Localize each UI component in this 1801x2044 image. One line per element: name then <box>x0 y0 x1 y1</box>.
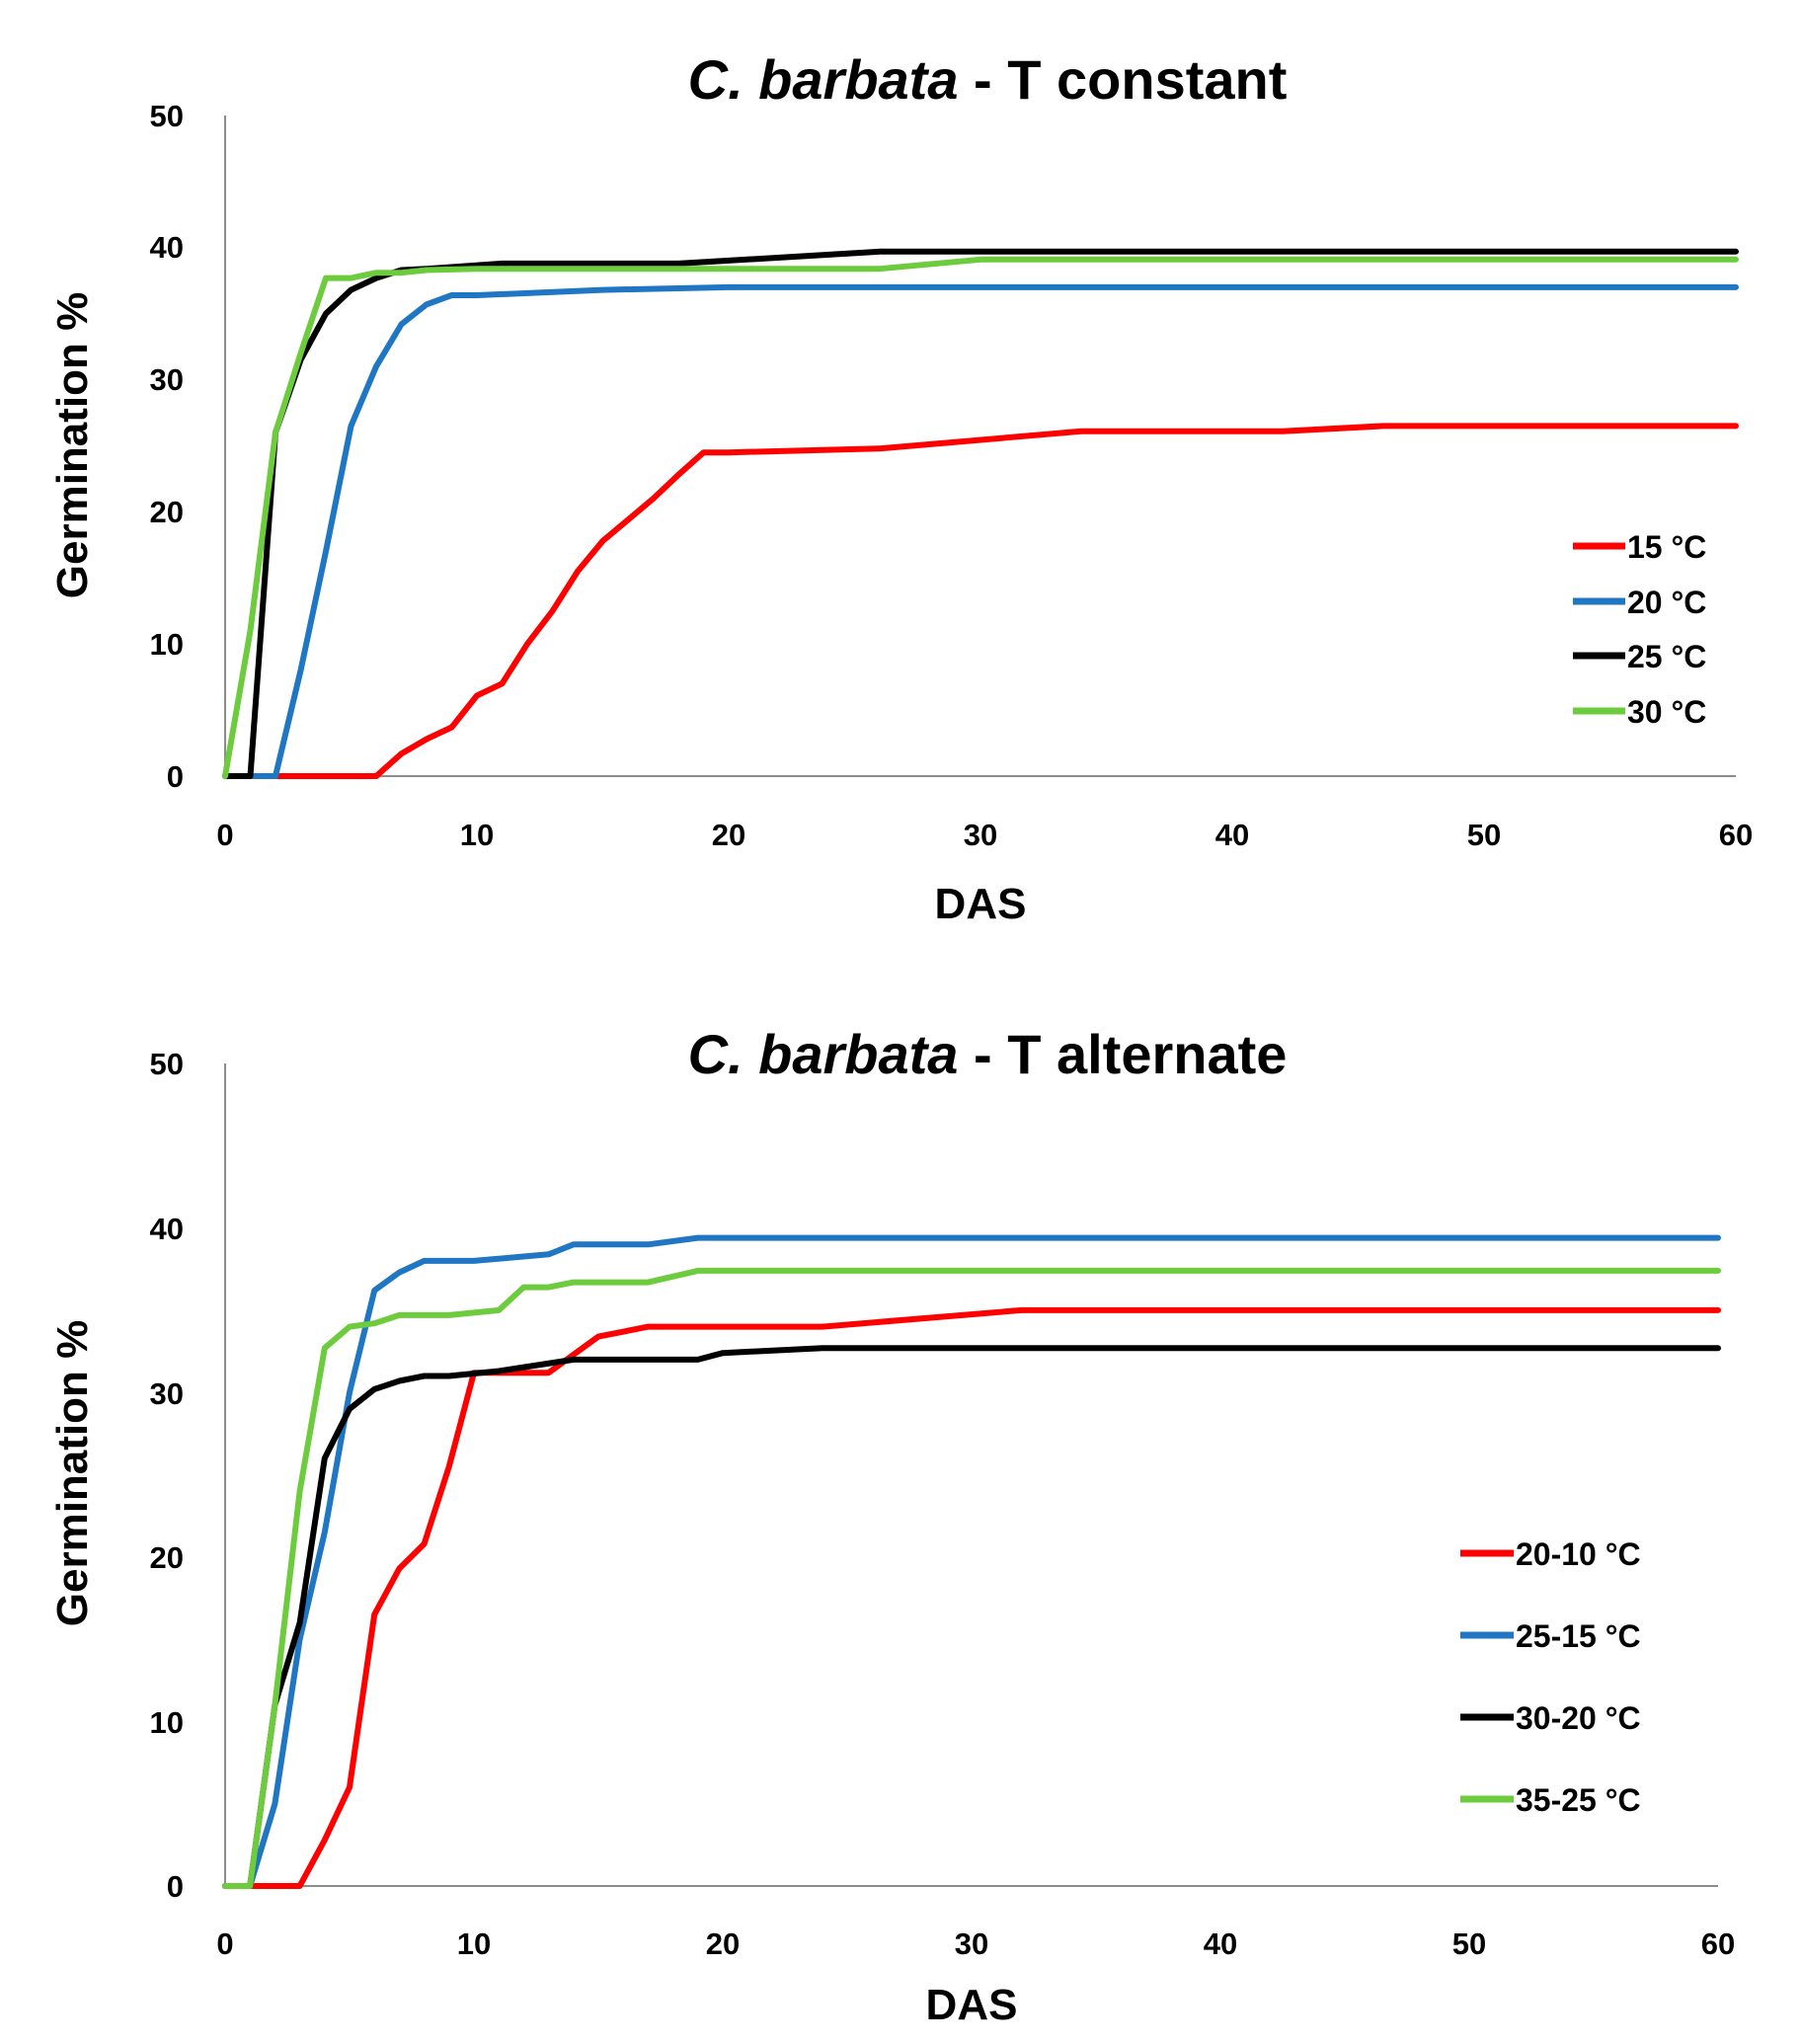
series-line-20-10c <box>222 1306 1721 1889</box>
x-tick-label: 60 <box>1719 818 1753 852</box>
legend-item: 15 °C <box>1573 529 1706 565</box>
y-tick-labels: 0 10 20 30 40 50 <box>150 1047 184 1904</box>
y-tick-label: 40 <box>150 1212 184 1246</box>
legend-label: 20-10 °C <box>1516 1536 1641 1572</box>
series-line-30-20c <box>222 1345 1721 1889</box>
x-tick-label: 10 <box>460 818 494 852</box>
legend-label: 30-20 °C <box>1516 1700 1641 1736</box>
legend-item: 25 °C <box>1573 639 1706 674</box>
y-tick-label: 30 <box>150 1376 184 1411</box>
y-tick-label: 30 <box>150 362 184 397</box>
x-tick-label: 0 <box>216 818 233 852</box>
legend-label: 15 °C <box>1627 529 1706 565</box>
y-tick-label: 20 <box>150 495 184 529</box>
x-tick-label: 50 <box>1467 818 1501 852</box>
x-axis-label: DAS <box>926 1981 1018 2029</box>
legend-label: 25-15 °C <box>1516 1618 1641 1654</box>
legend-item: 20-10 °C <box>1460 1536 1641 1572</box>
y-tick-label: 40 <box>150 230 184 265</box>
series-line-35-25c <box>222 1267 1721 1889</box>
x-tick-label: 20 <box>712 818 745 852</box>
y-tick-labels: 0 10 20 30 40 50 <box>150 99 184 794</box>
x-tick-label: 20 <box>706 1926 740 1961</box>
x-tick-labels: 0 10 20 30 40 50 60 <box>216 1926 1735 1961</box>
y-tick-label: 0 <box>167 759 184 794</box>
y-tick-label: 50 <box>150 99 184 133</box>
title-species: C. barbata <box>688 48 959 111</box>
x-tick-label: 10 <box>457 1926 491 1961</box>
legend-item: 35-25 °C <box>1460 1782 1641 1818</box>
y-tick-label: 0 <box>167 1869 184 1904</box>
y-tick-label: 10 <box>150 1705 184 1740</box>
x-tick-label: 30 <box>964 818 997 852</box>
legend: 20-10 °C 25-15 °C 30-20 °C 35-25 °C <box>1460 1536 1641 1818</box>
series-line-30c <box>222 256 1739 779</box>
y-tick-label: 20 <box>150 1540 184 1575</box>
legend-label: 20 °C <box>1627 585 1706 620</box>
x-tick-label: 50 <box>1452 1926 1486 1961</box>
chart-title: C. barbata - T constant <box>688 48 1288 111</box>
legend-label: 35-25 °C <box>1516 1782 1641 1818</box>
title-rest: - T alternate <box>958 1023 1287 1085</box>
title-species: C. barbata <box>688 1023 959 1085</box>
legend-label: 30 °C <box>1627 694 1706 730</box>
series-line-20c <box>222 283 1739 779</box>
series-line-25-15c <box>222 1234 1721 1889</box>
chart-alternate: C. barbata - T alternate 0 10 20 30 40 5… <box>48 1023 1735 2029</box>
legend-label: 25 °C <box>1627 639 1706 674</box>
x-tick-label: 40 <box>1204 1926 1237 1961</box>
legend-item: 20 °C <box>1573 585 1706 620</box>
y-tick-label: 50 <box>150 1047 184 1081</box>
y-tick-label: 10 <box>150 627 184 662</box>
x-tick-label: 30 <box>955 1926 988 1961</box>
legend-item: 30-20 °C <box>1460 1700 1641 1736</box>
legend: 15 °C 20 °C 25 °C 30 °C <box>1573 529 1706 730</box>
legend-item: 30 °C <box>1573 694 1706 730</box>
series-line-15c <box>222 423 1739 779</box>
title-rest: - T constant <box>958 48 1287 111</box>
x-tick-label: 40 <box>1215 818 1249 852</box>
chart-constant: C. barbata - T constant 0 10 20 30 40 50… <box>48 48 1753 928</box>
x-tick-label: 60 <box>1701 1926 1735 1961</box>
x-tick-label: 0 <box>216 1926 233 1961</box>
chart-title: C. barbata - T alternate <box>688 1023 1288 1085</box>
series-line-25c <box>222 248 1739 779</box>
legend-item: 25-15 °C <box>1460 1618 1641 1654</box>
x-tick-labels: 0 10 20 30 40 50 60 <box>216 818 1753 852</box>
x-axis-label: DAS <box>935 880 1027 928</box>
y-axis-label: Germination % <box>48 292 97 599</box>
y-axis-label: Germination % <box>48 1320 97 1627</box>
